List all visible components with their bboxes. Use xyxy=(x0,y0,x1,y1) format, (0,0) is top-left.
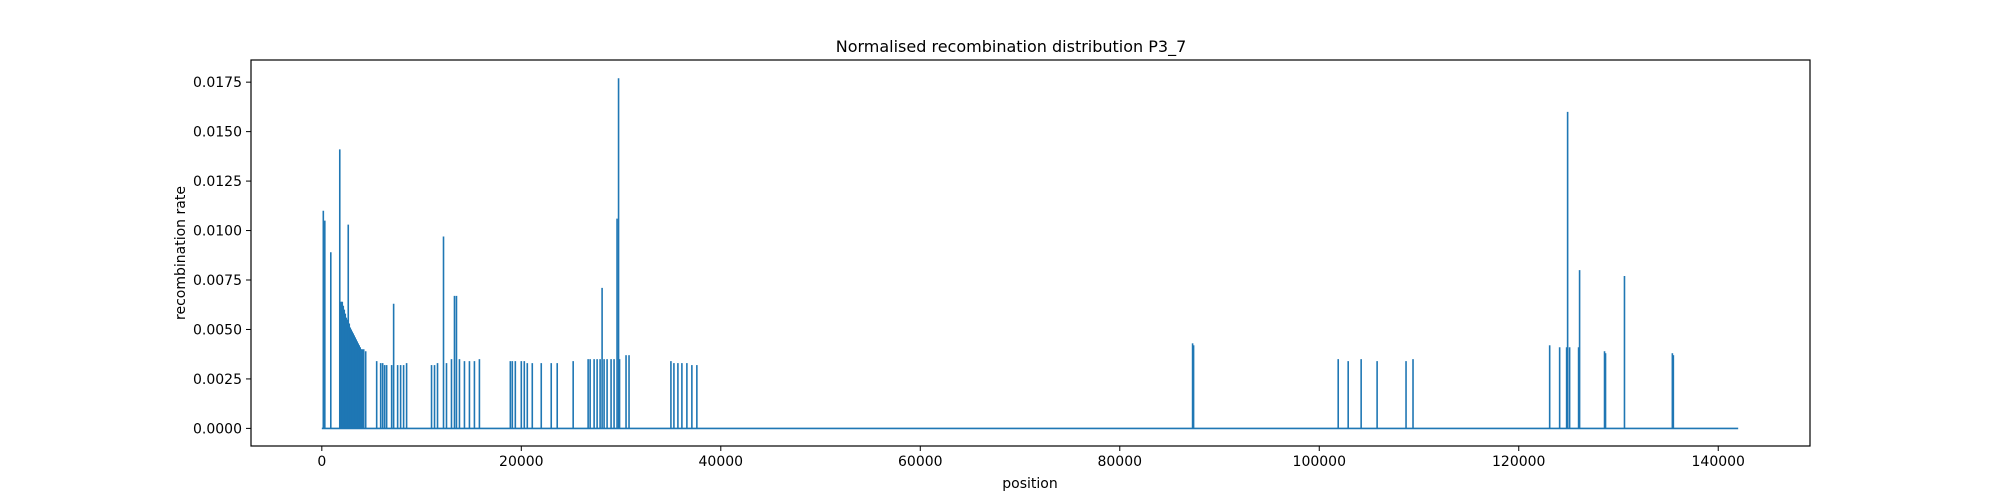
x-axis-label: position xyxy=(1002,476,1057,492)
y-axis-label: recombination rate xyxy=(173,186,189,320)
chart-title: Normalised recombination distribution P3… xyxy=(836,37,1187,57)
x-tick-label: 0 xyxy=(317,454,326,470)
x-tick-label: 120000 xyxy=(1492,454,1545,470)
y-tick-label: 0.0150 xyxy=(193,125,242,141)
x-tick-label: 100000 xyxy=(1293,454,1346,470)
x-axis: 0 20000 40000 60000 80000 100000 120000 140000 xyxy=(317,446,1745,470)
y-tick-label: 0.0075 xyxy=(193,273,242,289)
x-tick-label: 140000 xyxy=(1692,454,1745,470)
x-tick-label: 20000 xyxy=(499,454,544,470)
y-tick-label: 0.0100 xyxy=(193,224,242,240)
y-axis: 0.0000 0.0025 0.0050 0.0075 0.0100 0.0125 0.01… xyxy=(193,75,251,437)
y-tick-label: 0.0175 xyxy=(193,75,242,91)
axes-frame xyxy=(250,59,1811,447)
y-tick-label: 0.0050 xyxy=(193,322,242,338)
x-tick-label: 40000 xyxy=(699,454,744,470)
x-tick-label: 80000 xyxy=(1097,454,1142,470)
y-tick-label: 0.0025 xyxy=(193,372,242,388)
y-tick-label: 0.0125 xyxy=(193,174,242,190)
x-tick-label: 60000 xyxy=(898,454,943,470)
y-tick-label: 0.0000 xyxy=(193,421,242,437)
plot-area xyxy=(321,78,1739,430)
